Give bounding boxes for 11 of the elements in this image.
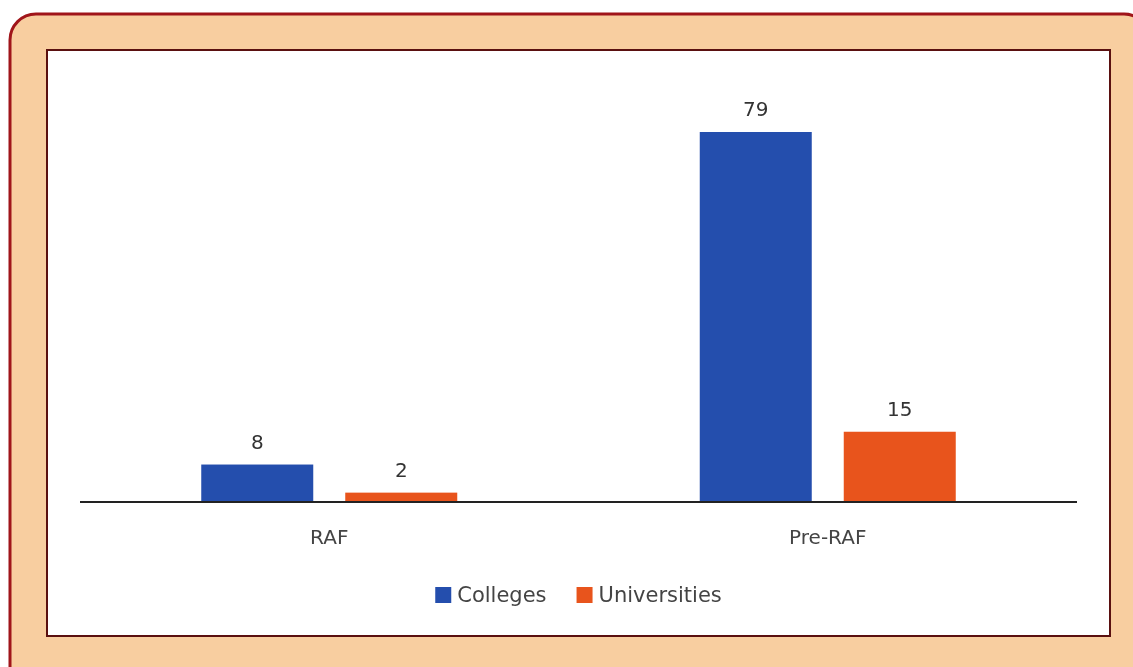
legend-label: Universities	[598, 583, 722, 607]
legend-label: Colleges	[457, 583, 547, 607]
bar	[201, 464, 314, 502]
x-tick-label: Pre-RAF	[789, 525, 867, 549]
data-label: 15	[887, 396, 913, 421]
data-label: 8	[250, 429, 264, 454]
x-tick-label: RAF	[310, 525, 349, 549]
data-label: 79	[743, 97, 769, 121]
bar	[699, 132, 812, 502]
bar	[843, 431, 956, 502]
data-label: 2	[394, 457, 408, 482]
